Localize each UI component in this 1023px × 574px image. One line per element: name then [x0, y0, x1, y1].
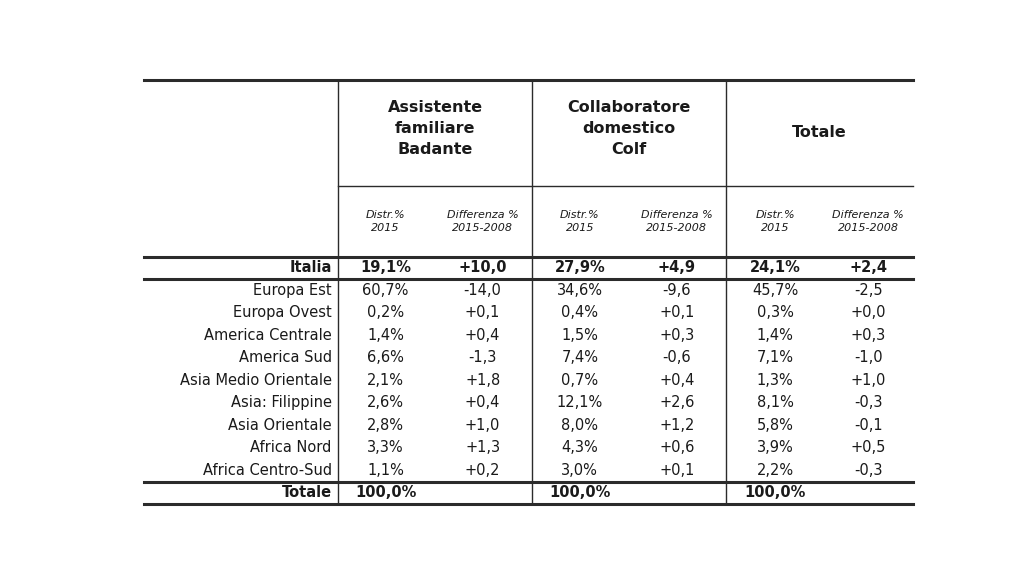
Text: -0,1: -0,1 — [854, 418, 883, 433]
Text: -2,5: -2,5 — [854, 283, 883, 298]
Text: America Centrale: America Centrale — [204, 328, 331, 343]
Text: Asia Orientale: Asia Orientale — [228, 418, 331, 433]
Text: 5,8%: 5,8% — [757, 418, 794, 433]
Text: 3,0%: 3,0% — [562, 463, 598, 478]
Text: +0,5: +0,5 — [851, 440, 886, 456]
Text: 1,4%: 1,4% — [367, 328, 404, 343]
Text: +0,3: +0,3 — [851, 328, 886, 343]
Text: -0,6: -0,6 — [663, 351, 692, 366]
Text: Totale: Totale — [792, 126, 847, 141]
Text: 8,1%: 8,1% — [757, 395, 794, 410]
Text: +1,0: +1,0 — [465, 418, 500, 433]
Text: 45,7%: 45,7% — [752, 283, 798, 298]
Text: -0,3: -0,3 — [854, 463, 883, 478]
Text: 2,6%: 2,6% — [367, 395, 404, 410]
Text: 2,8%: 2,8% — [367, 418, 404, 433]
Text: 100,0%: 100,0% — [549, 486, 611, 501]
Text: 60,7%: 60,7% — [362, 283, 409, 298]
Text: -9,6: -9,6 — [663, 283, 692, 298]
Text: 34,6%: 34,6% — [557, 283, 603, 298]
Text: 8,0%: 8,0% — [562, 418, 598, 433]
Text: +0,4: +0,4 — [465, 395, 500, 410]
Text: Totale: Totale — [281, 486, 331, 501]
Text: -1,0: -1,0 — [854, 351, 883, 366]
Text: +0,1: +0,1 — [465, 305, 500, 320]
Text: 7,4%: 7,4% — [562, 351, 598, 366]
Text: Differenza %
2015-2008: Differenza % 2015-2008 — [641, 210, 713, 232]
Text: Africa Centro-Sud: Africa Centro-Sud — [203, 463, 331, 478]
Text: 3,3%: 3,3% — [367, 440, 404, 456]
Text: 2,2%: 2,2% — [757, 463, 794, 478]
Text: 1,3%: 1,3% — [757, 373, 794, 388]
Text: +0,3: +0,3 — [659, 328, 695, 343]
Text: 3,9%: 3,9% — [757, 440, 794, 456]
Text: +0,4: +0,4 — [465, 328, 500, 343]
Text: 12,1%: 12,1% — [557, 395, 603, 410]
Text: Distr.%
2015: Distr.% 2015 — [755, 210, 795, 232]
Text: +1,3: +1,3 — [465, 440, 500, 456]
Text: +4,9: +4,9 — [658, 261, 696, 276]
Text: 4,3%: 4,3% — [562, 440, 598, 456]
Text: 0,7%: 0,7% — [562, 373, 598, 388]
Text: +0,2: +0,2 — [464, 463, 500, 478]
Text: 1,5%: 1,5% — [562, 328, 598, 343]
Text: Assistente
familiare
Badante: Assistente familiare Badante — [388, 100, 483, 157]
Text: +2,6: +2,6 — [659, 395, 695, 410]
Text: 7,1%: 7,1% — [757, 351, 794, 366]
Text: 6,6%: 6,6% — [367, 351, 404, 366]
Text: Europa Ovest: Europa Ovest — [233, 305, 331, 320]
Text: Collaboratore
domestico
Colf: Collaboratore domestico Colf — [568, 100, 691, 157]
Text: Italia: Italia — [290, 261, 331, 276]
Text: Distr.%
2015: Distr.% 2015 — [366, 210, 405, 232]
Text: -0,3: -0,3 — [854, 395, 883, 410]
Text: 100,0%: 100,0% — [745, 486, 806, 501]
Text: -1,3: -1,3 — [469, 351, 497, 366]
Text: +1,2: +1,2 — [659, 418, 695, 433]
Text: -14,0: -14,0 — [463, 283, 501, 298]
Text: Asia Medio Orientale: Asia Medio Orientale — [180, 373, 331, 388]
Text: 1,1%: 1,1% — [367, 463, 404, 478]
Text: 0,2%: 0,2% — [367, 305, 404, 320]
Text: +1,0: +1,0 — [851, 373, 886, 388]
Text: Europa Est: Europa Est — [253, 283, 331, 298]
Text: +0,1: +0,1 — [659, 305, 695, 320]
Text: +0,1: +0,1 — [659, 463, 695, 478]
Text: Asia: Filippine: Asia: Filippine — [230, 395, 331, 410]
Text: +10,0: +10,0 — [458, 261, 507, 276]
Text: Distr.%
2015: Distr.% 2015 — [560, 210, 599, 232]
Text: 1,4%: 1,4% — [757, 328, 794, 343]
Text: +0,0: +0,0 — [850, 305, 886, 320]
Text: 0,4%: 0,4% — [562, 305, 598, 320]
Text: 24,1%: 24,1% — [750, 261, 801, 276]
Text: America Sud: America Sud — [238, 351, 331, 366]
Text: +1,8: +1,8 — [465, 373, 500, 388]
Text: 0,3%: 0,3% — [757, 305, 794, 320]
Text: Differenza %
2015-2008: Differenza % 2015-2008 — [833, 210, 904, 232]
Text: 100,0%: 100,0% — [355, 486, 416, 501]
Text: +0,6: +0,6 — [659, 440, 695, 456]
Text: 2,1%: 2,1% — [367, 373, 404, 388]
Text: +2,4: +2,4 — [849, 261, 887, 276]
Text: Differenza %
2015-2008: Differenza % 2015-2008 — [447, 210, 519, 232]
Text: +0,4: +0,4 — [659, 373, 695, 388]
Text: 19,1%: 19,1% — [360, 261, 411, 276]
Text: Africa Nord: Africa Nord — [251, 440, 331, 456]
Text: 27,9%: 27,9% — [554, 261, 606, 276]
